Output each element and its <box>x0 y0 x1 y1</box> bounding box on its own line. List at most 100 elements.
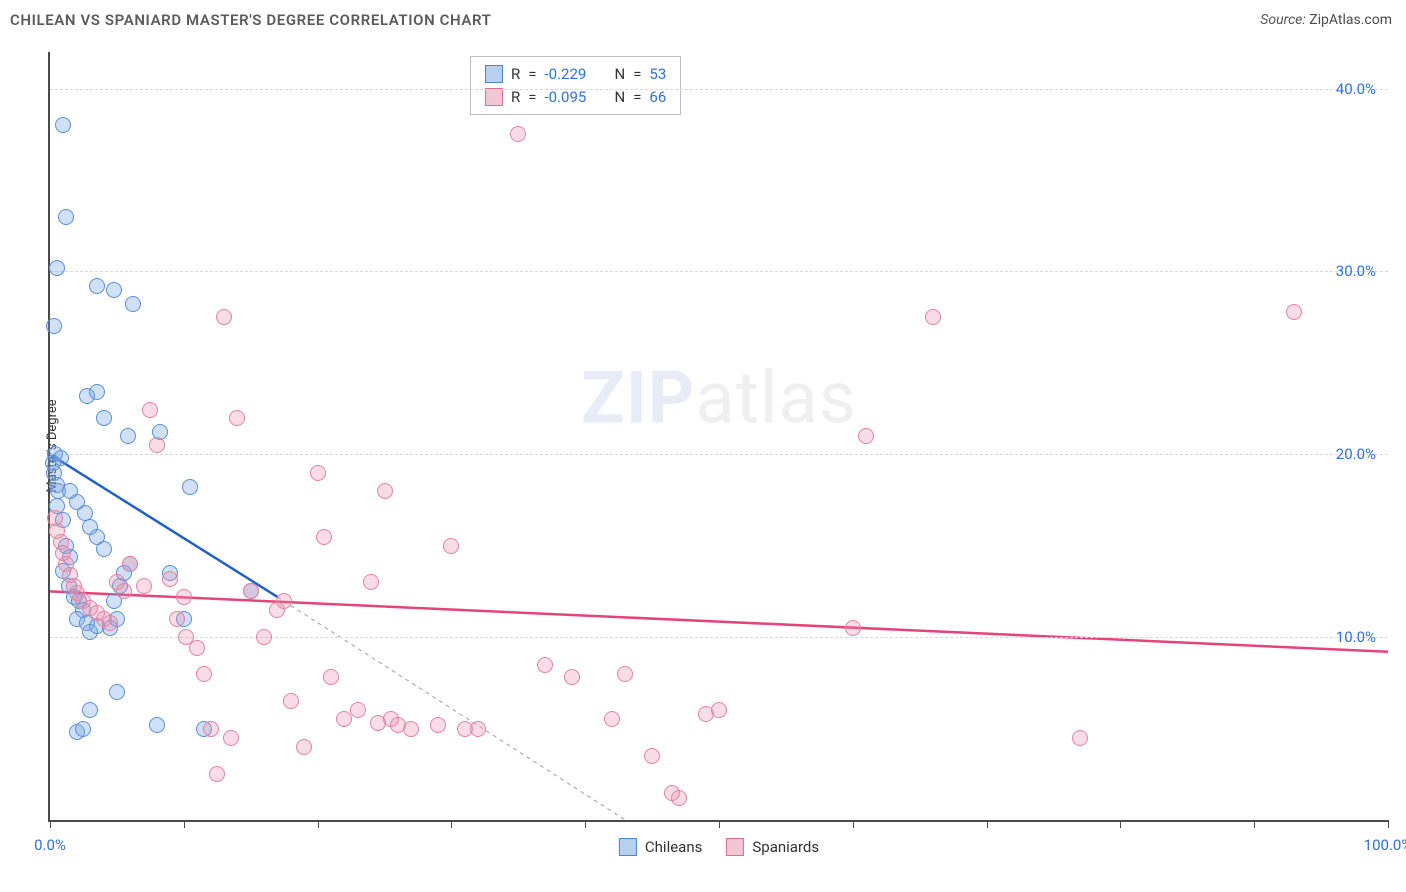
x-tick-label: 0.0% <box>34 836 66 854</box>
n-label: N <box>614 63 625 86</box>
data-point <box>106 282 122 298</box>
data-point <box>136 578 152 594</box>
data-point <box>109 611 125 627</box>
data-point <box>336 711 352 727</box>
data-point <box>109 574 125 590</box>
trend-line <box>50 454 277 597</box>
data-point <box>89 618 105 634</box>
data-point <box>711 702 727 718</box>
data-point <box>283 693 299 709</box>
data-point <box>470 721 486 737</box>
data-point <box>58 538 74 554</box>
data-point <box>537 657 553 673</box>
gridline <box>50 454 1388 455</box>
stats-legend-box: R = -0.229 N = 53 R = -0.095 N = 66 <box>470 56 681 115</box>
data-point <box>58 209 74 225</box>
data-point <box>46 318 62 334</box>
data-point <box>149 437 165 453</box>
data-point <box>162 565 178 581</box>
data-point <box>370 715 386 731</box>
data-point <box>61 578 77 594</box>
y-tick-label: 40.0% <box>1336 80 1376 98</box>
data-point <box>116 583 132 599</box>
data-point <box>96 611 112 627</box>
data-point <box>196 721 212 737</box>
data-point <box>49 523 65 539</box>
data-point <box>46 465 62 481</box>
data-point <box>350 702 366 718</box>
data-point <box>69 611 85 627</box>
x-tick <box>50 820 51 828</box>
data-point <box>162 571 178 587</box>
data-point <box>403 721 419 737</box>
data-point <box>189 640 205 656</box>
x-tick-label: 100.0% <box>1364 836 1406 854</box>
data-point <box>79 615 95 631</box>
data-point <box>858 428 874 444</box>
r-label: R <box>511 63 520 86</box>
trend-line <box>50 591 1388 651</box>
data-point <box>229 410 245 426</box>
data-point <box>363 574 379 590</box>
data-point <box>62 549 78 565</box>
data-point <box>142 402 158 418</box>
eq-sign: = <box>528 63 536 86</box>
gridline <box>50 271 1388 272</box>
data-point <box>62 567 78 583</box>
legend-label-spaniards: Spaniards <box>752 838 819 856</box>
data-point <box>69 494 85 510</box>
data-point <box>276 593 292 609</box>
data-point <box>617 666 633 682</box>
title-bar: CHILEAN VS SPANIARD MASTER'S DEGREE CORR… <box>0 0 1406 40</box>
data-point <box>149 717 165 733</box>
x-tick <box>1388 820 1389 828</box>
data-point <box>125 296 141 312</box>
data-point <box>223 730 239 746</box>
data-point <box>457 721 473 737</box>
data-point <box>216 309 232 325</box>
y-tick-label: 20.0% <box>1336 445 1376 463</box>
data-point <box>66 589 82 605</box>
eq-sign-2: = <box>633 63 641 86</box>
swatch-chileans <box>485 65 503 83</box>
swatch-chileans-icon <box>619 838 637 856</box>
data-point <box>75 602 91 618</box>
data-point <box>443 538 459 554</box>
data-point <box>316 529 332 545</box>
data-point <box>75 593 91 609</box>
data-point <box>82 600 98 616</box>
r-value-chileans: -0.229 <box>544 63 606 86</box>
data-point <box>102 615 118 631</box>
data-point <box>122 556 138 572</box>
x-tick <box>451 820 452 828</box>
data-point <box>79 388 95 404</box>
watermark: ZIPatlas <box>581 355 857 440</box>
data-point <box>112 578 128 594</box>
data-point <box>47 510 63 526</box>
data-point <box>122 556 138 572</box>
data-point <box>66 578 82 594</box>
x-tick <box>719 820 720 828</box>
data-point <box>604 711 620 727</box>
data-point <box>69 585 85 601</box>
n-value-chileans: 53 <box>649 63 666 86</box>
data-point <box>89 278 105 294</box>
data-point <box>102 620 118 636</box>
data-point <box>89 605 105 621</box>
gridline <box>50 89 1388 90</box>
data-point <box>106 593 122 609</box>
data-point <box>55 117 71 133</box>
data-point <box>698 706 714 722</box>
data-point <box>49 477 65 493</box>
data-point <box>310 465 326 481</box>
legend-item-chileans: Chileans <box>619 838 702 856</box>
data-point <box>82 702 98 718</box>
source-name: ZipAtlas.com <box>1309 12 1392 28</box>
data-point <box>75 721 91 737</box>
data-point <box>45 455 61 471</box>
data-point <box>169 611 185 627</box>
x-tick <box>1254 820 1255 828</box>
legend-item-spaniards: Spaniards <box>726 838 819 856</box>
data-point <box>53 450 69 466</box>
gridline <box>50 637 1388 638</box>
